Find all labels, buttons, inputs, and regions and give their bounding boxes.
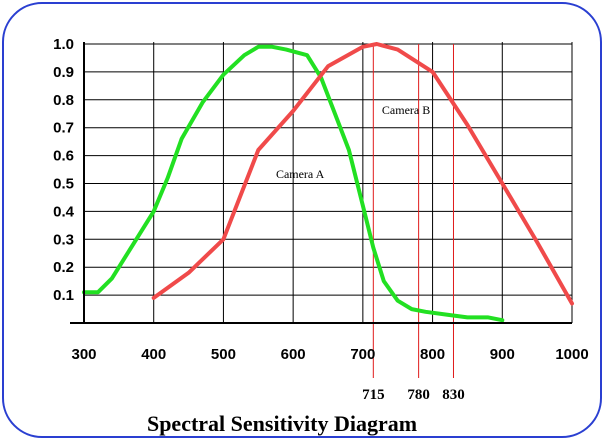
y-tick-label-0.5: 0.5: [53, 176, 74, 193]
y-tick-label-0.7: 0.7: [53, 120, 74, 137]
reference-label-830: 830: [442, 387, 465, 403]
x-tick-label-800: 800: [420, 346, 445, 363]
reference-label-715: 715: [362, 387, 385, 403]
y-tick-label-0.1: 0.1: [53, 287, 74, 304]
axes: [70, 42, 572, 324]
labels: 300 400 500 600 700 800 900 1000 0.1 0.2 0.3 0.4 0.5…: [53, 36, 589, 403]
y-tick-label-0.6: 0.6: [53, 148, 74, 165]
x-tick-label-600: 600: [281, 346, 306, 363]
series-line-camera-b: [151, 42, 574, 306]
series-label-camera-b: Camera B: [382, 103, 430, 117]
y-tick-label-1.0: 1.0: [53, 36, 74, 53]
y-tick-label-0.3: 0.3: [53, 231, 74, 248]
reference-label-780: 780: [407, 387, 430, 403]
y-tick-label-0.8: 0.8: [53, 92, 74, 109]
x-tick-label-700: 700: [350, 346, 375, 363]
y-tick-label-0.2: 0.2: [53, 259, 74, 276]
chart-title: Spectral Sensitivity Diagram: [147, 411, 417, 436]
y-tick-label-0.4: 0.4: [53, 203, 75, 220]
series-lines: [82, 42, 574, 323]
grid: [83, 42, 573, 323]
series-line-camera-a: [82, 44, 505, 323]
series-label-camera-a: Camera A: [276, 167, 325, 181]
x-tick-label-1000: 1000: [555, 346, 588, 363]
x-tick-label-400: 400: [141, 346, 166, 363]
x-tick-label-300: 300: [71, 346, 96, 363]
y-tick-label-0.9: 0.9: [53, 64, 74, 81]
x-tick-label-500: 500: [211, 346, 236, 363]
x-tick-label-900: 900: [490, 346, 515, 363]
